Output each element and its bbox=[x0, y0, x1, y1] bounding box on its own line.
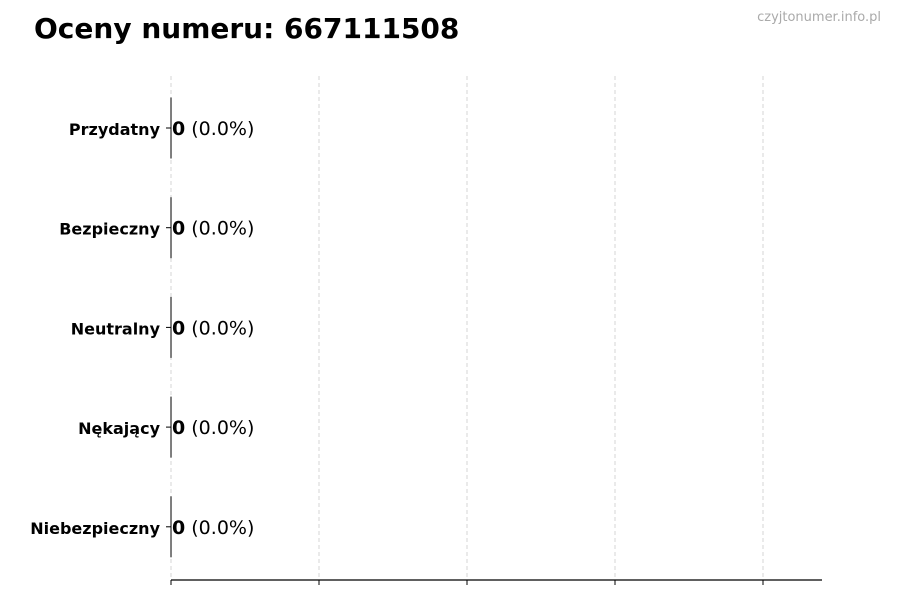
data-label: 0 (0.0%) bbox=[172, 118, 254, 140]
category-label: Przydatny bbox=[69, 120, 161, 139]
percent-label: (0.0%) bbox=[185, 118, 254, 140]
chart-title: Oceny numeru: 667111508 bbox=[34, 12, 460, 45]
watermark: czyjtonumer.info.pl bbox=[757, 10, 881, 25]
percent-label: (0.0%) bbox=[185, 218, 254, 240]
value-label: 0 bbox=[172, 517, 185, 539]
category-label: Niebezpieczny bbox=[30, 519, 160, 538]
category-label: Neutralny bbox=[71, 319, 161, 338]
data-label: 0 (0.0%) bbox=[172, 517, 254, 539]
percent-label: (0.0%) bbox=[185, 517, 254, 539]
data-label: 0 (0.0%) bbox=[172, 218, 254, 240]
percent-label: (0.0%) bbox=[185, 317, 254, 339]
data-label: 0 (0.0%) bbox=[172, 317, 254, 339]
value-label: 0 bbox=[172, 118, 185, 140]
percent-label: (0.0%) bbox=[185, 417, 254, 439]
value-label: 0 bbox=[172, 218, 185, 240]
category-label: Bezpieczny bbox=[59, 220, 160, 239]
value-label: 0 bbox=[172, 317, 185, 339]
value-label: 0 bbox=[172, 417, 185, 439]
data-label: 0 (0.0%) bbox=[172, 417, 254, 439]
category-label: Nękający bbox=[78, 419, 160, 438]
